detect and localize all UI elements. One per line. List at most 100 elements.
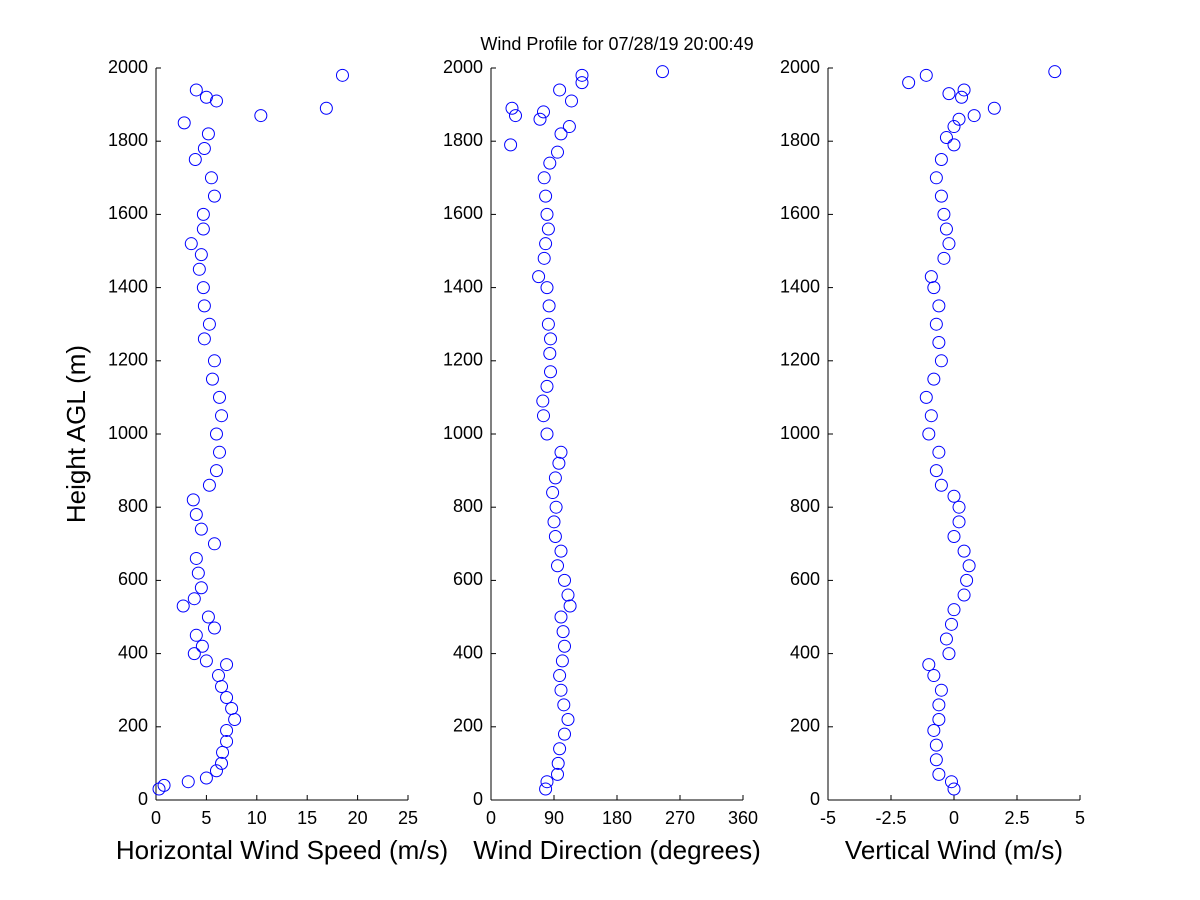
point	[254, 109, 268, 123]
point	[197, 299, 211, 313]
point	[556, 625, 570, 639]
point	[189, 508, 203, 522]
point	[196, 281, 210, 295]
point	[952, 112, 966, 126]
point	[934, 478, 948, 492]
point	[919, 390, 933, 404]
point	[207, 354, 221, 368]
x-tick-label: 15	[297, 808, 317, 828]
point	[213, 445, 227, 459]
point	[215, 756, 229, 770]
x-tick-label: 90	[544, 808, 564, 828]
point	[540, 281, 554, 295]
point	[547, 515, 561, 529]
point	[549, 500, 563, 514]
point	[939, 131, 953, 145]
point	[509, 109, 522, 123]
x-tick-label: 10	[247, 808, 267, 828]
point	[555, 654, 569, 668]
point	[558, 639, 571, 653]
point	[934, 189, 948, 203]
point	[196, 222, 210, 236]
point	[215, 409, 229, 423]
point	[157, 778, 171, 792]
point	[929, 738, 943, 752]
point	[195, 639, 209, 653]
y-tick-label: 2000	[780, 57, 820, 77]
y-tick-label: 800	[790, 496, 820, 516]
point	[542, 299, 556, 313]
point	[927, 372, 941, 386]
y-tick-label: 0	[138, 789, 148, 809]
point	[186, 493, 200, 507]
point	[957, 588, 971, 602]
point	[543, 346, 557, 360]
point	[561, 588, 575, 602]
y-tick-label: 1200	[443, 350, 483, 370]
point	[919, 68, 933, 82]
point	[558, 573, 571, 587]
x-tick-label: 0	[151, 808, 161, 828]
point	[177, 116, 191, 130]
y-tick-label: 1800	[780, 130, 820, 150]
point	[932, 712, 946, 726]
y-tick-label: 1000	[780, 423, 820, 443]
y-tick-label: 1600	[443, 203, 483, 223]
point	[554, 544, 568, 558]
point	[335, 68, 349, 82]
x-axis-label: Wind Direction (degrees)	[473, 835, 761, 865]
point	[539, 189, 553, 203]
point	[204, 171, 218, 185]
x-tick-label: 2.5	[1004, 808, 1029, 828]
y-tick-label: 1200	[780, 350, 820, 370]
point	[929, 753, 943, 767]
point	[987, 101, 1001, 115]
point	[942, 647, 956, 661]
point	[207, 621, 221, 635]
point	[937, 207, 951, 221]
point	[929, 464, 943, 478]
y-tick-label: 2000	[108, 57, 148, 77]
point	[947, 489, 961, 503]
point	[551, 756, 565, 770]
point	[176, 599, 190, 613]
point	[552, 456, 566, 470]
x-tick-label: 270	[665, 808, 695, 828]
point	[539, 782, 553, 796]
y-tick-label: 0	[473, 789, 483, 809]
point	[533, 112, 547, 126]
point	[551, 767, 564, 781]
point	[220, 734, 234, 748]
point	[962, 559, 976, 573]
y-tick-label: 1000	[443, 423, 483, 443]
point	[960, 573, 974, 587]
point	[558, 727, 571, 741]
point	[537, 105, 550, 119]
point	[939, 222, 953, 236]
point	[209, 764, 223, 778]
point	[957, 83, 971, 97]
point	[505, 101, 519, 115]
y-tick-label: 400	[790, 642, 820, 662]
y-tick-label: 1800	[443, 130, 483, 150]
x-tick-label: 0	[949, 808, 959, 828]
point	[205, 372, 219, 386]
x-tick-label: 20	[348, 808, 368, 828]
point	[955, 90, 969, 104]
point	[947, 120, 961, 134]
y-tick-label: 800	[118, 496, 148, 516]
point	[220, 691, 234, 705]
y-axis-label: Height AGL (m)	[61, 345, 91, 523]
y-tick-label: 200	[453, 716, 483, 736]
y-tick-label: 200	[118, 716, 148, 736]
x-tick-label: -5	[820, 808, 836, 828]
x-tick-label: 5	[201, 808, 211, 828]
point	[209, 427, 223, 441]
x-axis-label: Horizontal Wind Speed (m/s)	[116, 835, 448, 865]
point	[319, 101, 333, 115]
y-tick-label: 600	[790, 569, 820, 589]
point	[544, 365, 557, 379]
point	[225, 702, 239, 715]
point	[575, 76, 589, 90]
